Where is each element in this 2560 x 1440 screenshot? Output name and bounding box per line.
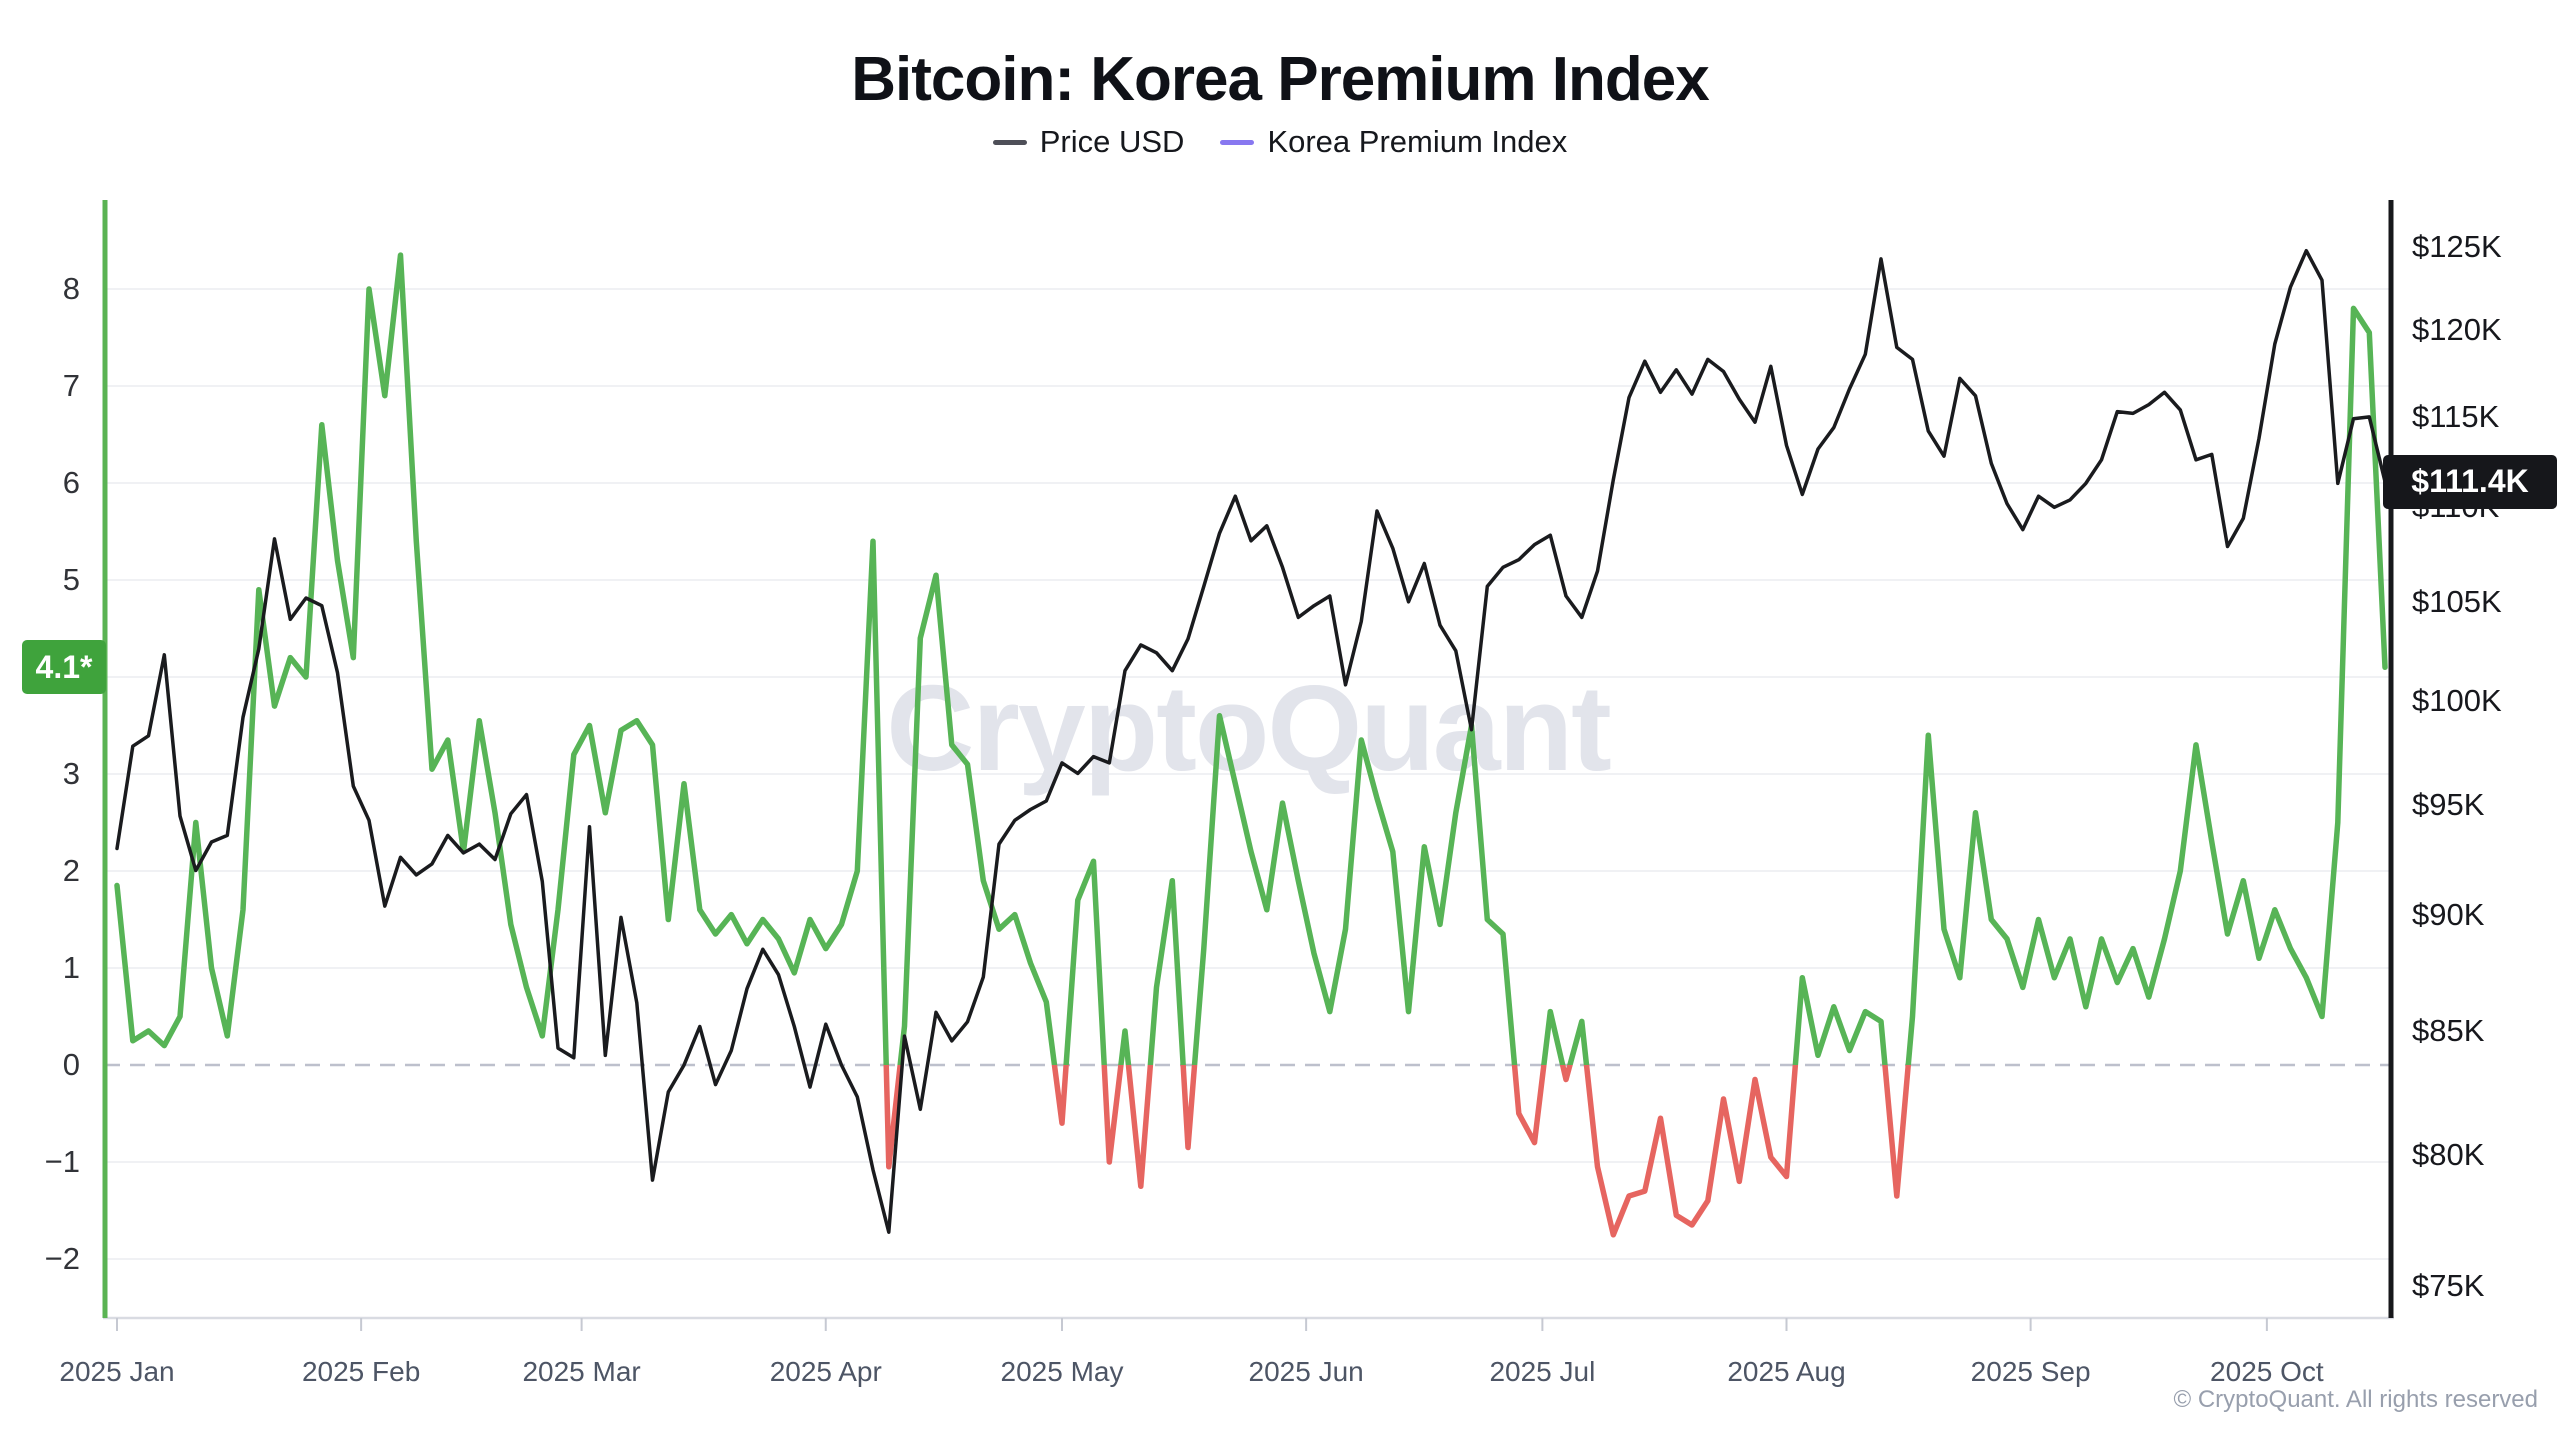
gridlines xyxy=(105,288,2391,1260)
right-axis-tick-label: $105K xyxy=(2412,583,2502,619)
right-axis-tick-label: $120K xyxy=(2412,312,2502,348)
right-axis-tick-label: $95K xyxy=(2412,787,2485,823)
left-axis-tick-label: 5 xyxy=(62,562,80,597)
copyright-text: © CryptoQuant. All rights reserved xyxy=(2173,1386,2539,1413)
price-last-value-badge: $111.4K xyxy=(2383,454,2557,509)
legend: Price USD Korea Premium Index xyxy=(0,120,2560,164)
left-axis-tick-label: 1 xyxy=(62,950,80,985)
page-title: Bitcoin: Korea Premium Index xyxy=(851,45,1709,114)
premium-last-value-badge: 4.1* xyxy=(22,640,106,695)
right-axis-tick-label: $90K xyxy=(2412,897,2485,933)
x-axis-tick-label: 2025 Aug xyxy=(1727,1356,1846,1387)
left-axis-tick-label: 8 xyxy=(62,271,80,306)
korea-premium-line-positive xyxy=(114,252,2388,1065)
left-axis-tick-label: 7 xyxy=(62,368,80,403)
premium-line-swatch-icon xyxy=(1220,139,1255,145)
legend-item-price[interactable]: Price USD xyxy=(992,124,1185,160)
x-axis-tick-label: 2025 Jun xyxy=(1248,1356,1364,1387)
right-axis-tick-label: $115K xyxy=(2412,398,2500,434)
right-axis-tick-label: $75K xyxy=(2412,1267,2485,1303)
x-axis-tick-label: 2025 Oct xyxy=(2210,1356,2324,1387)
x-axis-tick-label: 2025 May xyxy=(1000,1356,1124,1387)
left-axis-tick-label: 0 xyxy=(62,1047,80,1082)
right-axis-tick-label: $100K xyxy=(2412,683,2502,718)
x-axis-tick-label: 2025 Jan xyxy=(59,1356,175,1387)
axis-lines xyxy=(102,200,2394,1331)
watermark-text: CryptoQuant xyxy=(886,660,1611,796)
legend-item-premium[interactable]: Korea Premium Index xyxy=(1220,124,1567,160)
price-line-swatch-icon xyxy=(992,139,1027,145)
legend-label-price: Price USD xyxy=(1039,124,1185,159)
price-usd-line xyxy=(115,248,2387,1234)
x-axis-tick-label: 2025 Jul xyxy=(1489,1356,1596,1387)
right-axis-tick-label: $125K xyxy=(2412,229,2502,265)
left-axis-tick-label: −1 xyxy=(44,1144,80,1179)
left-axis-tick-label: −2 xyxy=(44,1241,80,1276)
x-axis-tick-label: 2025 Feb xyxy=(301,1356,421,1387)
legend-label-premium: Korea Premium Index xyxy=(1267,124,1568,159)
x-axis-tick-label: 2025 Sep xyxy=(1970,1356,2091,1387)
data-series xyxy=(114,248,2388,1238)
right-axis-tick-label: $85K xyxy=(2412,1013,2485,1049)
left-axis-tick-label: 2 xyxy=(62,853,80,888)
x-axis-tick-label: 2025 Mar xyxy=(522,1356,641,1387)
left-axis-tick-label: 6 xyxy=(62,465,80,500)
right-axis-tick-label: $80K xyxy=(2412,1136,2485,1172)
x-axis-tick-label: 2025 Apr xyxy=(769,1356,882,1387)
left-axis-tick-label: 3 xyxy=(62,756,80,791)
